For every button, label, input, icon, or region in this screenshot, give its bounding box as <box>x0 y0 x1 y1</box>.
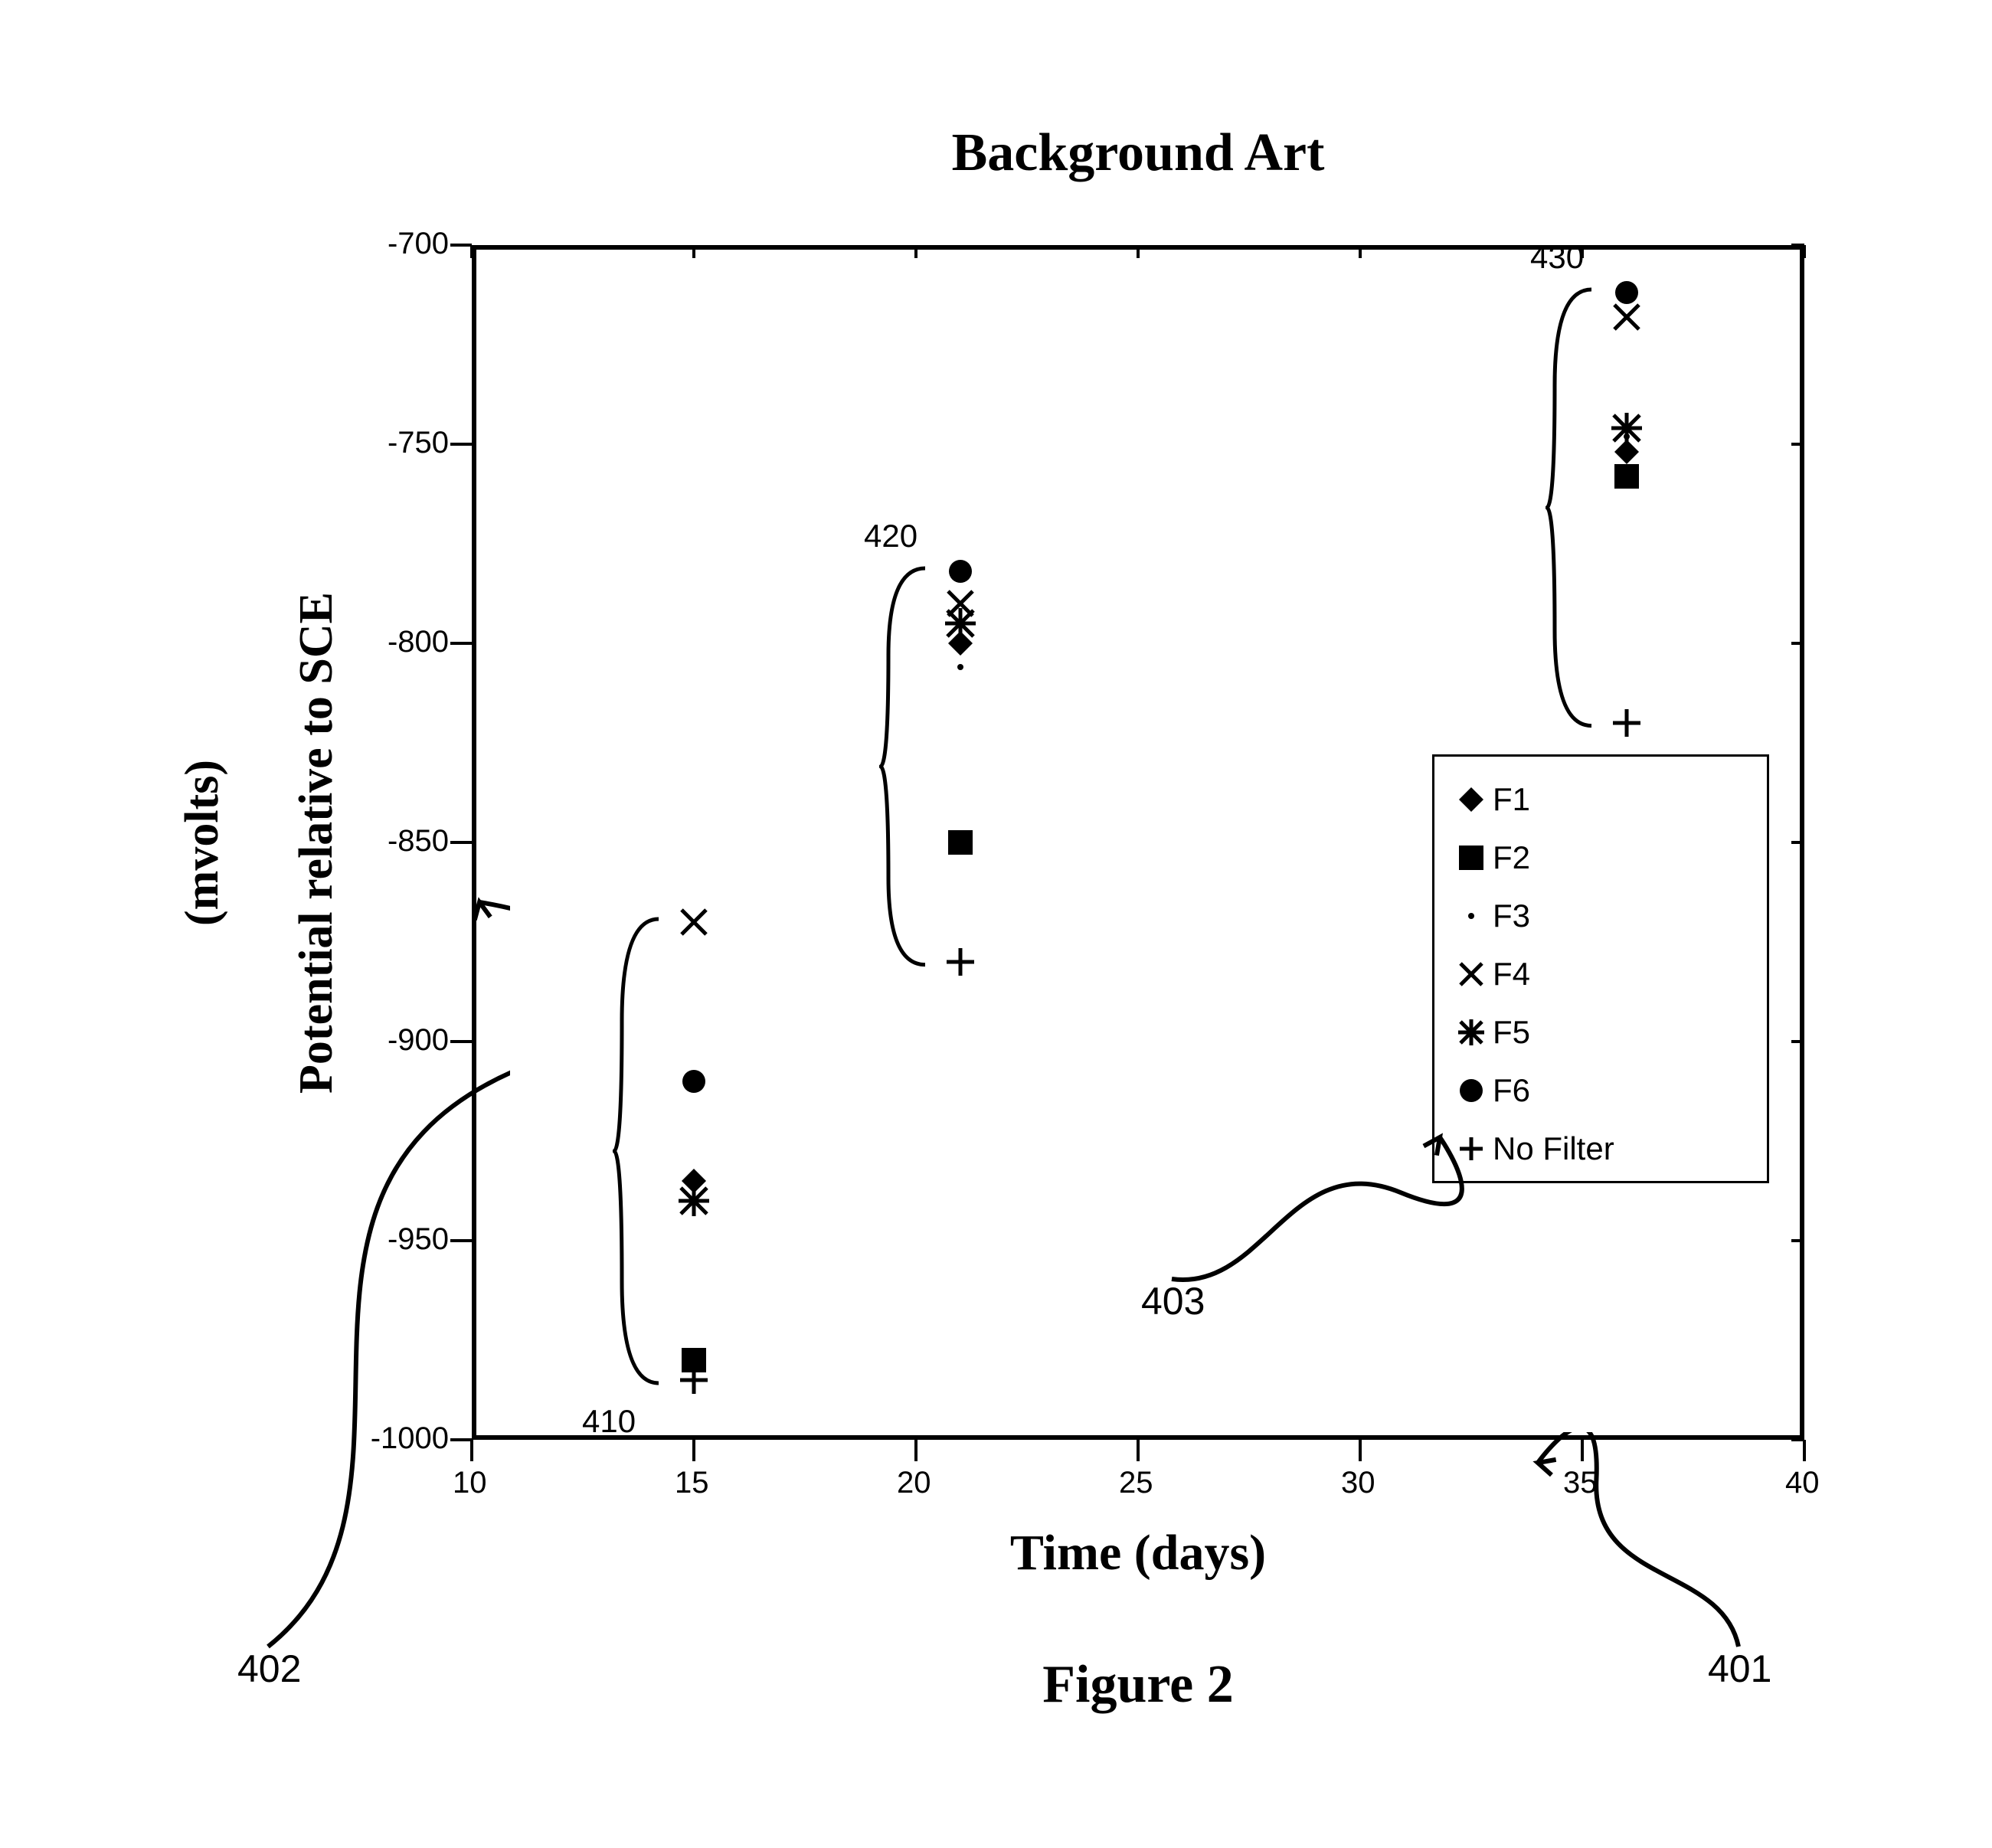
x-tick <box>914 1440 917 1461</box>
cluster-brace <box>613 914 659 1388</box>
legend-label: F5 <box>1493 1014 1530 1051</box>
x-tick <box>1137 1440 1140 1461</box>
x-tick <box>914 245 917 258</box>
data-point-nofilter <box>945 947 976 977</box>
y-tick <box>1791 443 1804 446</box>
y-tick <box>1791 244 1804 247</box>
y-tick <box>450 443 472 446</box>
x-tick-label: 40 <box>1785 1466 1820 1500</box>
cluster-label-420: 420 <box>864 518 917 554</box>
cluster-brace <box>879 564 925 970</box>
page: Background Art Time (days) Potential rel… <box>0 0 1992 1848</box>
callout-arrow <box>1507 1432 1769 1677</box>
legend-entry-f4: F4 <box>1450 945 1530 1003</box>
legend-label: F2 <box>1493 839 1530 876</box>
data-point-f4 <box>679 908 708 937</box>
data-point-f6 <box>681 1068 707 1094</box>
legend-entry-f1: F1 <box>1450 770 1530 829</box>
data-point-f2 <box>948 830 973 855</box>
x-tick <box>1359 1440 1362 1461</box>
x-tick <box>1137 245 1140 258</box>
y-tick-label: -800 <box>357 625 449 659</box>
x-tick-label: 25 <box>1119 1466 1153 1500</box>
y-tick <box>450 244 472 247</box>
legend-label: F4 <box>1493 956 1530 993</box>
x-tick-label: 20 <box>897 1466 931 1500</box>
data-point-f5 <box>679 1186 709 1216</box>
x-tick <box>692 1440 695 1461</box>
chart-y-axis-label-line2: (mvolts) <box>175 760 230 926</box>
data-point-f2 <box>1614 464 1639 489</box>
data-point-f6 <box>947 558 973 584</box>
legend-entry-nofilter: No Filter <box>1450 1120 1614 1178</box>
data-point-f6 <box>1614 280 1640 306</box>
chart-x-axis-label: Time (days) <box>870 1524 1406 1582</box>
y-tick <box>1791 1239 1804 1242</box>
x-tick <box>1803 1440 1806 1461</box>
y-tick <box>450 642 472 645</box>
cluster-label-410: 410 <box>582 1403 636 1440</box>
legend-label: No Filter <box>1493 1130 1614 1167</box>
legend-label: F6 <box>1493 1072 1530 1109</box>
legend-label: F1 <box>1493 781 1530 818</box>
legend-entry-f2: F2 <box>1450 829 1530 887</box>
circle-icon <box>1450 1078 1493 1104</box>
data-point-nofilter <box>1611 708 1642 738</box>
data-point-nofilter <box>679 1365 709 1395</box>
data-point-f5 <box>1611 413 1642 443</box>
y-tick-label: -850 <box>357 824 449 859</box>
cluster-brace <box>1546 285 1591 731</box>
data-point-f3 <box>954 661 967 673</box>
cluster-label-430: 430 <box>1530 239 1584 276</box>
diamond-icon <box>1450 787 1493 812</box>
y-tick <box>1791 841 1804 844</box>
x-tick <box>470 245 473 258</box>
dot-icon <box>1450 910 1493 922</box>
figure-caption: Figure 2 <box>908 1654 1368 1716</box>
legend-entry-f3: F3 <box>1450 887 1530 945</box>
y-tick <box>450 841 472 844</box>
asterisk-icon <box>1450 1019 1493 1045</box>
x-tick-label: 15 <box>675 1466 709 1500</box>
x-tick <box>1803 245 1806 258</box>
chart-legend: F1 F2 F3 F4 F5 F6 No Filter <box>1432 754 1769 1183</box>
data-point-f1 <box>1614 440 1639 464</box>
callout-arrow <box>1141 1107 1470 1310</box>
callout-arrow <box>237 872 510 1677</box>
y-tick <box>1791 1040 1804 1043</box>
legend-entry-f5: F5 <box>1450 1003 1530 1061</box>
legend-label: F3 <box>1493 898 1530 934</box>
y-tick <box>1791 642 1804 645</box>
square-icon <box>1450 846 1493 870</box>
x-tick-label: 30 <box>1341 1466 1375 1500</box>
y-tick-label: -750 <box>357 426 449 460</box>
x-icon <box>1450 961 1493 987</box>
x-tick <box>1359 245 1362 258</box>
data-point-f5 <box>945 608 976 639</box>
y-tick <box>1791 1438 1804 1441</box>
x-tick <box>692 245 695 258</box>
y-tick-label: -700 <box>357 227 449 261</box>
title-background-art: Background Art <box>679 123 1598 184</box>
data-point-f4 <box>1612 303 1641 332</box>
